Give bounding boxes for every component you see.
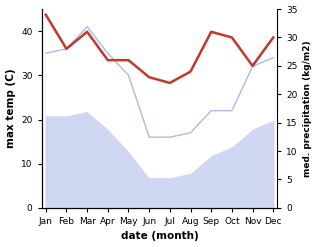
Y-axis label: med. precipitation (kg/m2): med. precipitation (kg/m2) — [303, 40, 313, 177]
X-axis label: date (month): date (month) — [121, 231, 198, 242]
Y-axis label: max temp (C): max temp (C) — [5, 69, 16, 148]
